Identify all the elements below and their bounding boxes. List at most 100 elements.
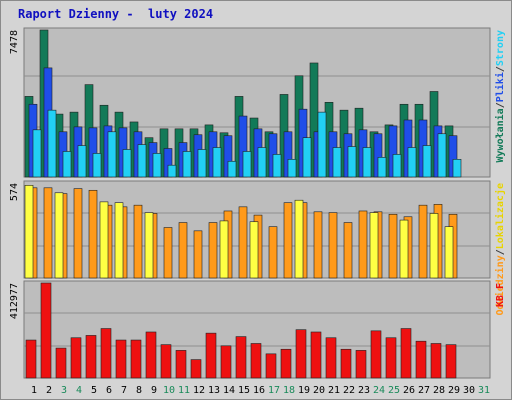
bar-pages-day-3	[62, 151, 72, 178]
bar-pages-day-7	[122, 149, 132, 178]
bar-kbytes-day-7	[115, 339, 127, 379]
xtick-day-22: 22	[343, 385, 355, 396]
bar-kbytes-day-19	[295, 329, 307, 379]
bar-kbytes-day-21	[325, 337, 337, 379]
xtick-day-11: 11	[178, 385, 190, 396]
bar-pages-day-18	[287, 159, 297, 178]
xtick-day-14: 14	[223, 385, 235, 396]
xtick-day-1: 1	[31, 385, 37, 396]
bar-pages-day-23	[362, 147, 372, 178]
legend-entry-top-2: Pliki	[494, 72, 506, 102]
xtick-day-2: 2	[46, 385, 52, 396]
xtick-day-9: 9	[151, 385, 157, 396]
bar-visits-day-22	[343, 222, 353, 279]
bar-kbytes-day-28	[430, 343, 442, 379]
xtick-day-15: 15	[238, 385, 250, 396]
bar-visits-day-27	[418, 204, 428, 279]
bar-kbytes-day-1	[25, 339, 37, 379]
xtick-day-23: 23	[358, 385, 370, 396]
bar-pages-day-11	[182, 151, 192, 178]
bar-kbytes-day-23	[355, 350, 367, 379]
xtick-day-3: 3	[61, 385, 67, 396]
bar-pages-day-25	[392, 154, 402, 178]
bar-kbytes-day-27	[415, 340, 427, 379]
xtick-day-8: 8	[136, 385, 142, 396]
bar-visits-day-21	[328, 212, 338, 279]
xtick-day-25: 25	[388, 385, 400, 396]
bar-kbytes-day-2	[40, 282, 52, 379]
bar-hosts-day-6	[99, 201, 109, 279]
bar-pages-day-20	[317, 111, 327, 178]
bar-pages-day-27	[422, 145, 432, 178]
legend-middle: Odwiedziny/Lokalizacje	[494, 183, 506, 315]
bar-visits-day-8	[133, 204, 143, 279]
bar-pages-day-19	[302, 137, 312, 178]
report-title: Raport Dzienny - luty 2024	[18, 7, 214, 21]
bar-pages-day-8	[137, 144, 147, 178]
bar-pages-day-16	[257, 147, 267, 178]
xtick-day-5: 5	[91, 385, 97, 396]
bar-hosts-day-9	[144, 212, 154, 279]
bar-visits-day-17	[268, 226, 278, 279]
bar-pages-day-28	[437, 133, 447, 178]
legend-entry-middle-1: /	[495, 249, 506, 255]
xtick-day-17: 17	[268, 385, 280, 396]
bar-hosts-day-28	[429, 213, 439, 279]
legend-bottom: KB F	[495, 283, 506, 307]
bar-kbytes-day-29	[445, 344, 457, 379]
bar-hosts-day-26	[399, 219, 409, 279]
bar-visits-day-4	[73, 188, 83, 279]
bar-kbytes-day-22	[340, 348, 352, 379]
bar-visits-day-10	[163, 227, 173, 279]
bar-pages-day-10	[167, 164, 177, 178]
bar-pages-day-29	[452, 159, 462, 178]
bar-kbytes-day-10	[160, 344, 172, 379]
bar-kbytes-day-5	[85, 335, 97, 379]
bar-pages-day-24	[377, 157, 387, 178]
bar-kbytes-day-17	[265, 353, 277, 379]
bar-visits-day-5	[88, 189, 98, 279]
bar-hosts-day-29	[444, 226, 454, 279]
xtick-day-27: 27	[418, 385, 430, 396]
bar-pages-day-5	[92, 153, 102, 178]
bar-pages-day-15	[242, 151, 252, 178]
xtick-day-21: 21	[328, 385, 340, 396]
xtick-day-24: 24	[373, 385, 385, 396]
bar-visits-day-2	[43, 187, 53, 279]
xtick-day-12: 12	[193, 385, 205, 396]
bar-visits-day-15	[238, 206, 248, 279]
bar-pages-day-22	[347, 146, 357, 178]
xtick-day-19: 19	[298, 385, 310, 396]
xtick-day-16: 16	[253, 385, 265, 396]
bar-hosts-day-7	[114, 202, 124, 279]
bar-kbytes-day-6	[100, 328, 112, 379]
ytick-bottom: 412977	[9, 283, 20, 319]
bar-visits-day-20	[313, 211, 323, 279]
bar-hosts-day-19	[294, 199, 304, 279]
xtick-day-20: 20	[313, 385, 325, 396]
ytick-middle: 574	[9, 183, 20, 201]
ytick-top: 7478	[9, 30, 20, 54]
bar-kbytes-day-18	[280, 348, 292, 379]
bar-visits-day-13	[208, 222, 218, 279]
bar-visits-day-25	[388, 213, 398, 279]
legend-entry-middle-0: Odwiedziny	[494, 255, 506, 315]
bar-visits-day-18	[283, 202, 293, 279]
bar-pages-day-21	[332, 147, 342, 178]
legend-entry-bottom-0: KB F	[495, 283, 506, 307]
bar-kbytes-day-13	[205, 332, 217, 379]
bar-hosts-day-24	[369, 212, 379, 279]
bar-hosts-day-3	[54, 192, 64, 279]
xtick-day-7: 7	[121, 385, 127, 396]
bar-visits-day-11	[178, 222, 188, 279]
legend-entry-top-3: /	[495, 66, 506, 72]
legend-entry-top-4: Strony	[495, 30, 506, 66]
bar-pages-day-13	[212, 147, 222, 178]
bar-kbytes-day-25	[385, 337, 397, 379]
bar-visits-day-23	[358, 210, 368, 279]
bar-kbytes-day-15	[235, 336, 247, 379]
bar-pages-day-2	[47, 109, 57, 178]
xtick-day-6: 6	[106, 385, 112, 396]
bar-kbytes-day-3	[55, 347, 67, 379]
